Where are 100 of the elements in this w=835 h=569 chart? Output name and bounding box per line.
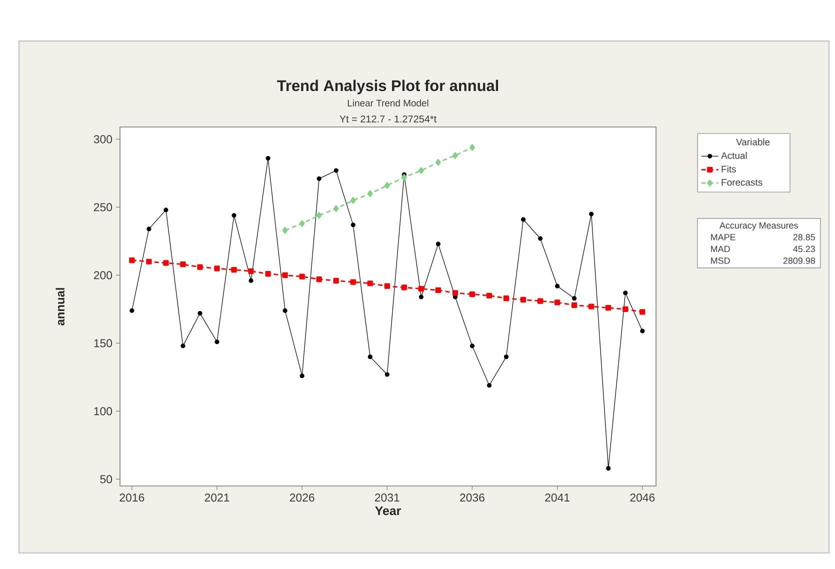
point <box>198 310 202 316</box>
point <box>232 213 236 218</box>
point <box>435 287 442 293</box>
point <box>401 284 407 290</box>
point <box>146 258 152 264</box>
point <box>435 158 441 166</box>
point <box>231 266 237 273</box>
chart-title: Trend Analysis Plot for annual <box>277 80 498 94</box>
point <box>418 294 424 300</box>
point <box>146 226 152 232</box>
text: Accuracy Measures <box>720 222 798 230</box>
point <box>622 306 628 312</box>
point <box>316 212 322 219</box>
point <box>538 298 544 304</box>
point <box>623 290 628 296</box>
chart-subtitle: Linear Trend Model <box>348 100 428 106</box>
point <box>316 176 322 181</box>
point <box>418 286 424 292</box>
point <box>282 226 288 234</box>
point <box>214 266 220 272</box>
text: 45.23 <box>793 246 815 252</box>
point <box>248 268 254 274</box>
text: Yt = 212.7 - 1.27254*t <box>340 115 437 123</box>
text: MSD <box>711 258 730 264</box>
point <box>520 296 526 302</box>
point <box>486 383 492 388</box>
x-axis-title: Year <box>375 506 401 516</box>
y-axis-title: annual <box>56 288 65 326</box>
point <box>130 308 134 313</box>
point <box>384 182 390 189</box>
y-tick-label: 200 <box>94 271 112 280</box>
point <box>299 274 305 280</box>
point <box>640 328 645 334</box>
point <box>418 167 424 174</box>
point <box>554 300 560 306</box>
point <box>401 174 407 181</box>
y-tick-label: 300 <box>94 135 112 144</box>
point <box>520 217 526 222</box>
point <box>333 278 339 284</box>
point <box>572 296 577 301</box>
legend-label: Forecasts <box>722 179 762 186</box>
point <box>538 236 543 241</box>
y-tick-label: 250 <box>94 203 112 212</box>
text: 2809.98 <box>783 258 815 264</box>
point <box>299 220 305 227</box>
text: 28.85 <box>793 234 815 240</box>
point <box>436 242 441 246</box>
point <box>300 374 304 378</box>
point <box>606 466 611 471</box>
y-tick-label: 150 <box>94 339 112 348</box>
x-tick-label: 2036 <box>460 494 484 502</box>
point <box>367 280 373 286</box>
point <box>588 304 594 310</box>
point <box>282 272 288 278</box>
point <box>316 276 322 282</box>
legend-title: Variable <box>736 138 770 146</box>
point <box>504 354 509 360</box>
point <box>265 271 271 277</box>
point <box>384 372 390 377</box>
point <box>606 305 612 311</box>
point <box>367 190 373 198</box>
legend-label: Fits <box>722 166 736 172</box>
text: MAPE <box>711 234 736 240</box>
point <box>368 354 372 360</box>
point <box>572 302 578 308</box>
x-tick-label: 2046 <box>630 494 655 502</box>
point <box>334 168 338 173</box>
point <box>180 344 186 348</box>
y-tick-label: 100 <box>94 407 112 416</box>
point <box>266 156 270 161</box>
point <box>350 279 356 285</box>
legend-label: Actual <box>721 152 747 159</box>
point <box>470 144 475 151</box>
point <box>163 260 169 266</box>
x-tick-label: 2026 <box>290 494 314 502</box>
point <box>469 291 476 298</box>
point <box>640 309 646 315</box>
point <box>452 152 458 159</box>
point <box>248 278 254 283</box>
point <box>282 308 288 313</box>
x-tick-label: 2041 <box>545 494 570 502</box>
point <box>333 205 339 212</box>
point <box>486 292 492 298</box>
x-tick-label: 2031 <box>374 494 400 502</box>
text: MAD <box>711 246 730 252</box>
point <box>164 208 168 212</box>
point <box>503 296 510 302</box>
x-tick-label: 2021 <box>204 494 230 502</box>
point <box>589 212 594 216</box>
point <box>470 344 475 348</box>
point <box>350 197 356 204</box>
point <box>384 283 390 289</box>
x-tick-label: 2016 <box>120 494 144 502</box>
point <box>180 262 186 268</box>
point <box>214 340 220 344</box>
point <box>555 284 560 288</box>
point <box>350 222 356 228</box>
point <box>197 264 203 270</box>
y-tick-label: 50 <box>100 475 112 484</box>
point <box>129 257 135 264</box>
